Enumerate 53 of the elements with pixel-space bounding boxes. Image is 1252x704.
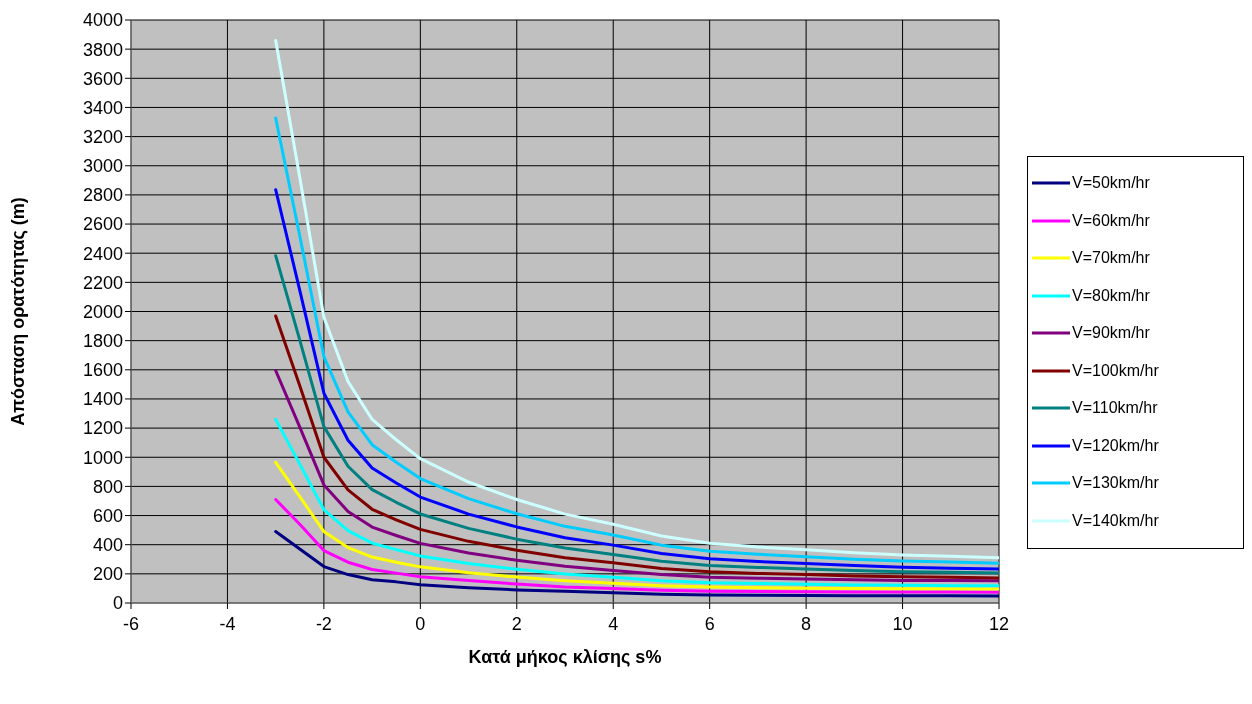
line-series [274, 417, 999, 588]
line-series [274, 38, 999, 560]
line-series [274, 498, 999, 594]
y-tick-label: 3600 [82, 68, 123, 89]
line-series [274, 530, 999, 598]
y-tick-label: 3200 [82, 126, 123, 147]
legend-label: V=120km/hr [1072, 436, 1159, 455]
y-tick-label: 3400 [82, 97, 123, 118]
x-tick-label: 6 [704, 613, 715, 634]
y-tick-label: 2800 [82, 185, 123, 206]
line-series [274, 116, 999, 565]
x-tick-label: 12 [988, 613, 1010, 634]
y-tick-label: 3000 [82, 156, 123, 177]
line-series [274, 188, 999, 571]
x-tick-label: -4 [219, 613, 236, 634]
x-tick-label: 0 [415, 613, 426, 634]
line-series [274, 460, 999, 591]
x-tick-label: 2 [511, 613, 522, 634]
legend-label: V=80km/hr [1072, 286, 1150, 305]
legend-label: V=70km/hr [1072, 249, 1150, 268]
legend-label: V=110km/hr [1072, 399, 1158, 418]
y-tick-label: 2200 [82, 272, 123, 293]
y-tick-label: 800 [92, 476, 123, 497]
y-tick-label: 4000 [82, 10, 123, 31]
y-tick-label: 1200 [82, 418, 123, 439]
y-tick-label: 1600 [82, 360, 123, 381]
y-tick-label: 2600 [82, 214, 123, 235]
legend-label: V=90km/hr [1072, 324, 1150, 343]
x-tick-label: -2 [315, 613, 332, 634]
x-tick-label: 4 [608, 613, 619, 634]
legend-label: V=140km/hr [1072, 511, 1159, 530]
y-tick-label: 3800 [82, 39, 123, 60]
x-tick-label: 8 [801, 613, 812, 634]
y-tick-label: 200 [92, 564, 123, 585]
y-tick-label: 2400 [82, 243, 123, 264]
legend-label: V=60km/hr [1072, 211, 1150, 230]
line-series [274, 314, 999, 580]
x-axis-title: Κατά μήκος κλίσης s% [468, 647, 662, 667]
x-tick-label: -6 [122, 613, 140, 634]
x-tick-label: 10 [892, 613, 913, 634]
y-tick-label: 2000 [82, 301, 123, 322]
y-axis-title: Απόσταση ορατότητας (m) [8, 197, 29, 426]
y-tick-label: 0 [112, 593, 123, 614]
y-tick-label: 600 [92, 505, 123, 526]
line-series [274, 254, 999, 575]
line-series [274, 369, 999, 583]
y-tick-label: 1400 [82, 389, 123, 410]
y-tick-label: 1000 [82, 447, 123, 468]
legend-label: V=130km/hr [1072, 474, 1159, 493]
y-tick-label: 400 [92, 535, 123, 556]
legend-label: V=100km/hr [1072, 361, 1159, 380]
legend-label: V=50km/hr [1072, 174, 1150, 193]
y-tick-label: 1800 [82, 331, 123, 352]
